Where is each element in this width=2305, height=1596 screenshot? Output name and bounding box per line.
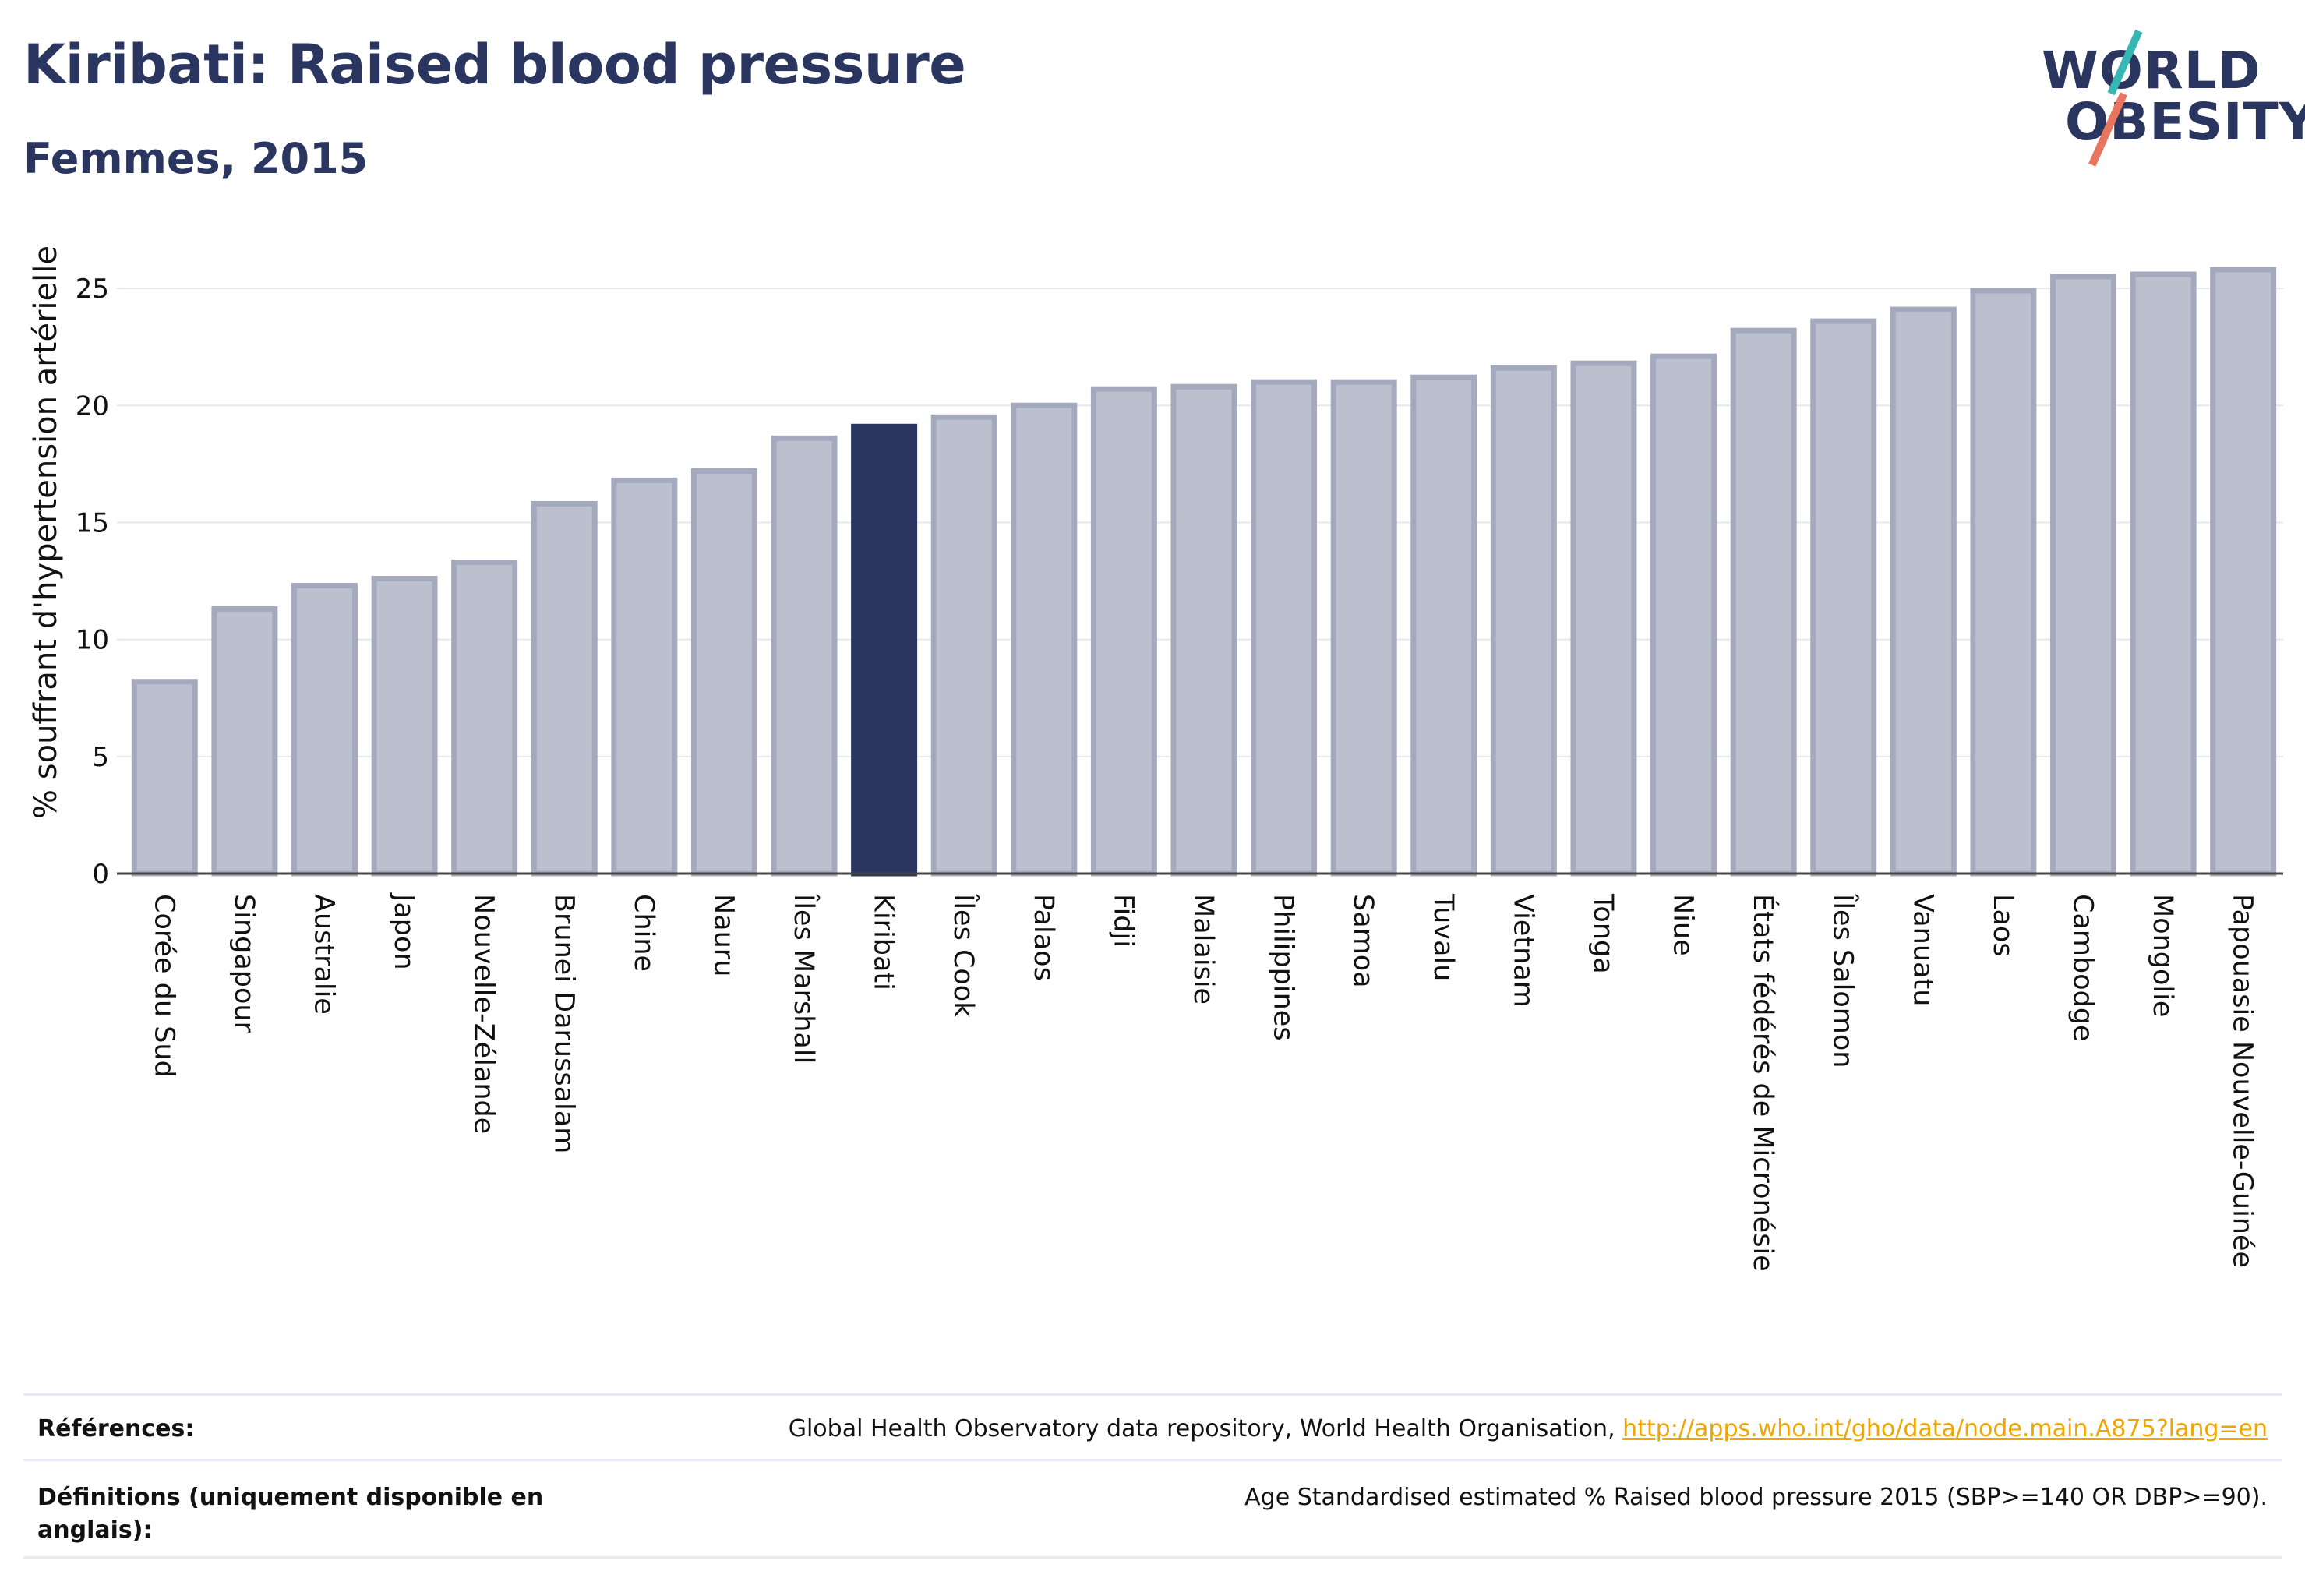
logo-word-world: WORLD — [2042, 41, 2261, 101]
y-tick-labels: 0 5 10 15 20 25 — [76, 274, 109, 890]
x-category-label: Papouasie Nouvelle-Guinée — [2227, 894, 2258, 1268]
y-tick-label: 10 — [76, 625, 109, 656]
bar-nouvelle-z-lande[interactable] — [451, 560, 518, 877]
bar-tuvalu[interactable] — [1410, 374, 1477, 877]
x-category-label: Îles Marshall — [788, 893, 821, 1064]
bar-cambodge[interactable] — [2050, 274, 2117, 877]
x-category-label: Palaos — [1028, 894, 1059, 981]
references-label: Références: — [37, 1415, 195, 1442]
references-row: Références: Global Health Observatory da… — [23, 1393, 2282, 1461]
x-category-label: Nouvelle-Zélande — [468, 894, 499, 1134]
bar-vanuatu[interactable] — [1890, 306, 1957, 877]
x-category-label: Vanuatu — [1907, 894, 1938, 1006]
bar-nauru[interactable] — [690, 468, 757, 877]
bar-papouasie-nouvelle-guin-e[interactable] — [2210, 267, 2277, 877]
bar--les-cook[interactable] — [930, 414, 997, 877]
bar-kiribati[interactable] — [851, 423, 918, 877]
bar-niue[interactable] — [1650, 353, 1717, 877]
bar--les-marshall[interactable] — [771, 435, 838, 877]
bar-malaisie[interactable] — [1170, 383, 1237, 877]
x-category-label: Cambodge — [2067, 894, 2099, 1042]
references-link[interactable]: http://apps.who.int/gho/data/node.main.A… — [1622, 1415, 2268, 1442]
x-category-label: Niue — [1668, 894, 1699, 956]
y-tick-label: 15 — [76, 507, 109, 538]
y-tick-label: 20 — [76, 390, 109, 422]
bar-laos[interactable] — [1970, 288, 2037, 877]
x-category-label: Laos — [1987, 894, 2018, 957]
x-category-labels: Corée du Sud Singapour Australie Japon Nouve… — [148, 892, 2257, 1272]
bar-australie[interactable] — [291, 583, 358, 877]
bar-vietnam[interactable] — [1490, 365, 1557, 877]
y-tick-label: 0 — [92, 859, 109, 890]
x-category-label: Brunei Darussalam — [548, 894, 579, 1153]
x-category-label: Tuvalu — [1428, 893, 1459, 981]
world-obesity-logo[interactable]: WORLD OBESITY — [2034, 22, 2305, 167]
bar-samoa[interactable] — [1330, 379, 1397, 877]
y-tick-label: 5 — [92, 742, 109, 773]
x-category-label: Mongolie — [2147, 894, 2178, 1017]
bar--les-salomon[interactable] — [1810, 318, 1877, 877]
bar-cor-e-du-sud[interactable] — [131, 679, 198, 877]
bar-mongolie[interactable] — [2130, 271, 2197, 877]
x-category-label: Chine — [628, 894, 659, 972]
page-subtitle: Femmes, 2015 — [23, 134, 369, 183]
definitions-label: Définitions (uniquement disponible en an… — [37, 1484, 544, 1544]
x-category-label: Kiribati — [868, 894, 899, 990]
bar-chart: 0 5 10 15 20 25 Corée du Sud Singapour Australi… — [28, 245, 2283, 1272]
bar-fidji[interactable] — [1090, 386, 1157, 877]
page-title: Kiribati: Raised blood pressure — [23, 33, 966, 97]
bar-palaos[interactable] — [1011, 402, 1078, 877]
x-category-label: Singapour — [228, 894, 259, 1033]
x-category-label: États fédérés de Micronésie — [1747, 894, 1780, 1272]
x-category-label: Îles Salomon — [1827, 893, 1860, 1068]
bar--tats-f-d-r-s-de-micron-sie[interactable] — [1730, 327, 1797, 877]
x-category-label: Japon — [388, 892, 419, 970]
references-text: Global Health Observatory data repositor… — [788, 1415, 1623, 1442]
y-tick-label: 25 — [76, 274, 109, 305]
definitions-value: Age Standardised estimated % Raised bloo… — [1244, 1484, 2268, 1511]
bar-philippines[interactable] — [1251, 379, 1318, 877]
bars — [131, 267, 2277, 877]
x-category-label: Fidji — [1107, 894, 1138, 948]
x-category-label: Corée du Sud — [148, 894, 179, 1078]
bar-chine[interactable] — [611, 477, 678, 877]
bar-brunei-darussalam[interactable] — [531, 500, 598, 877]
x-category-label: Tonga — [1587, 893, 1618, 974]
x-category-label: Malaisie — [1188, 894, 1219, 1005]
bar-singapour[interactable] — [211, 606, 278, 877]
y-axis-title: % souffrant d'hypertension artérielle — [28, 245, 64, 819]
x-category-label: Samoa — [1347, 894, 1378, 988]
bar-tonga[interactable] — [1570, 360, 1637, 877]
references-value: Global Health Observatory data repositor… — [789, 1413, 2268, 1446]
x-category-label: Vietnam — [1507, 894, 1538, 1008]
x-category-label: Nauru — [708, 894, 739, 976]
definitions-row: Définitions (uniquement disponible en an… — [23, 1459, 2282, 1559]
x-category-label: Australie — [308, 894, 339, 1015]
bar-japon[interactable] — [371, 576, 438, 877]
x-category-label: Îles Cook — [948, 893, 980, 1018]
x-category-label: Philippines — [1268, 894, 1299, 1041]
